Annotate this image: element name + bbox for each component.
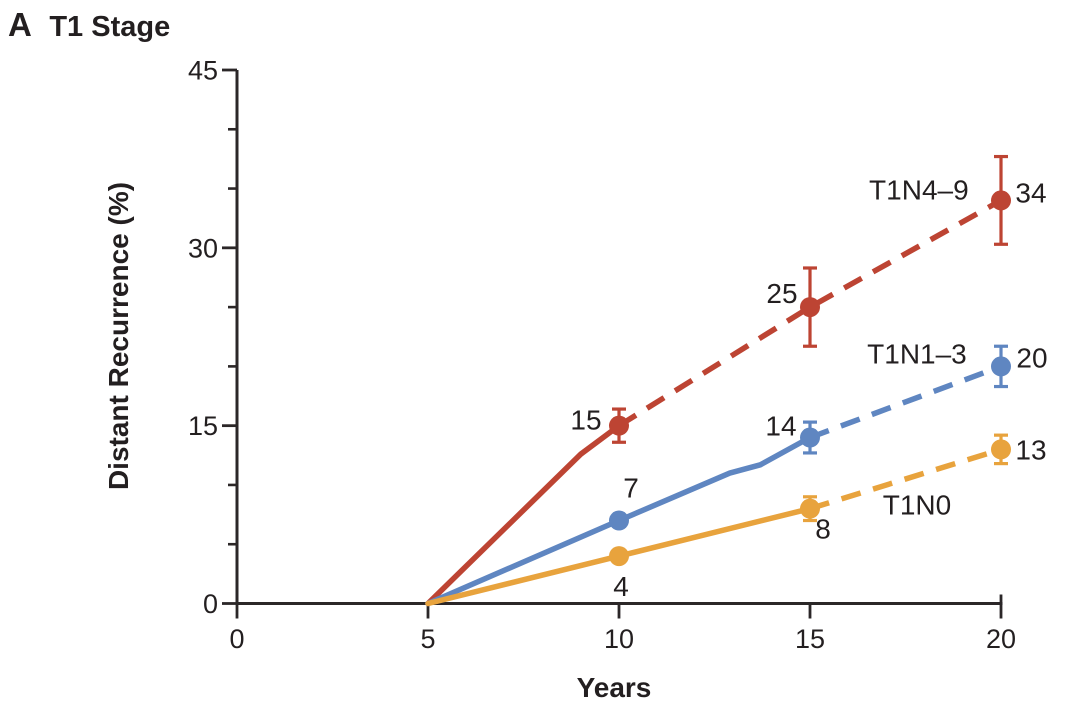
x-tick-label: 5 <box>420 624 435 654</box>
data-point <box>609 415 629 436</box>
data-point <box>800 498 820 519</box>
series-T1N0: 4 8 13 T1N0 <box>425 433 1047 607</box>
data-point <box>991 190 1011 211</box>
data-point-label: 25 <box>766 278 797 309</box>
data-point-label: 4 <box>613 571 629 602</box>
data-point-label: 14 <box>765 411 796 442</box>
series-T1N4-9: 15 25 34 T1N4–9 <box>425 154 1047 607</box>
data-point <box>800 297 820 318</box>
series-dashed-line <box>809 446 1002 512</box>
panel-title: T1 Stage <box>49 11 171 43</box>
y-axis: 0 15 30 45 <box>188 56 239 619</box>
series-dashed-line <box>617 198 1003 429</box>
data-point-label: 13 <box>1015 434 1046 465</box>
series-T1N1-3: 7 14 20 T1N1–3 <box>425 338 1048 607</box>
x-tick-label: 15 <box>795 624 825 654</box>
y-tick-label: 30 <box>188 233 218 263</box>
data-point-label: 34 <box>1015 177 1046 208</box>
y-tick-label: 45 <box>188 56 218 86</box>
data-point-label: 15 <box>570 405 601 436</box>
series-solid-line <box>425 434 813 607</box>
data-point-label: 20 <box>1016 342 1047 373</box>
data-point <box>991 356 1011 377</box>
panel-letter: A <box>8 6 33 43</box>
series-label-T1N1-3: T1N1–3 <box>867 338 967 369</box>
series-solid-line <box>425 422 622 607</box>
data-point <box>609 546 629 567</box>
data-point <box>609 510 629 531</box>
x-tick-label: 10 <box>604 624 634 654</box>
data-point-label: 7 <box>623 473 639 504</box>
series-label-T1N0: T1N0 <box>883 490 951 521</box>
x-tick-label: 0 <box>229 624 244 654</box>
x-axis-title: Years <box>577 672 652 703</box>
x-tick-label: 20 <box>986 624 1016 654</box>
data-point <box>991 439 1011 460</box>
data-point-label: 8 <box>815 514 831 545</box>
series-dashed-line <box>809 363 1002 441</box>
series-label-T1N4-9: T1N4–9 <box>869 175 969 206</box>
panel-header: A T1 Stage <box>8 6 170 44</box>
data-point <box>800 427 820 448</box>
y-tick-label: 15 <box>188 411 218 441</box>
x-axis: 0 5 10 15 20 <box>229 594 1016 654</box>
y-tick-label: 0 <box>203 589 218 619</box>
y-axis-title: Distant Recurrence (%) <box>103 182 134 490</box>
